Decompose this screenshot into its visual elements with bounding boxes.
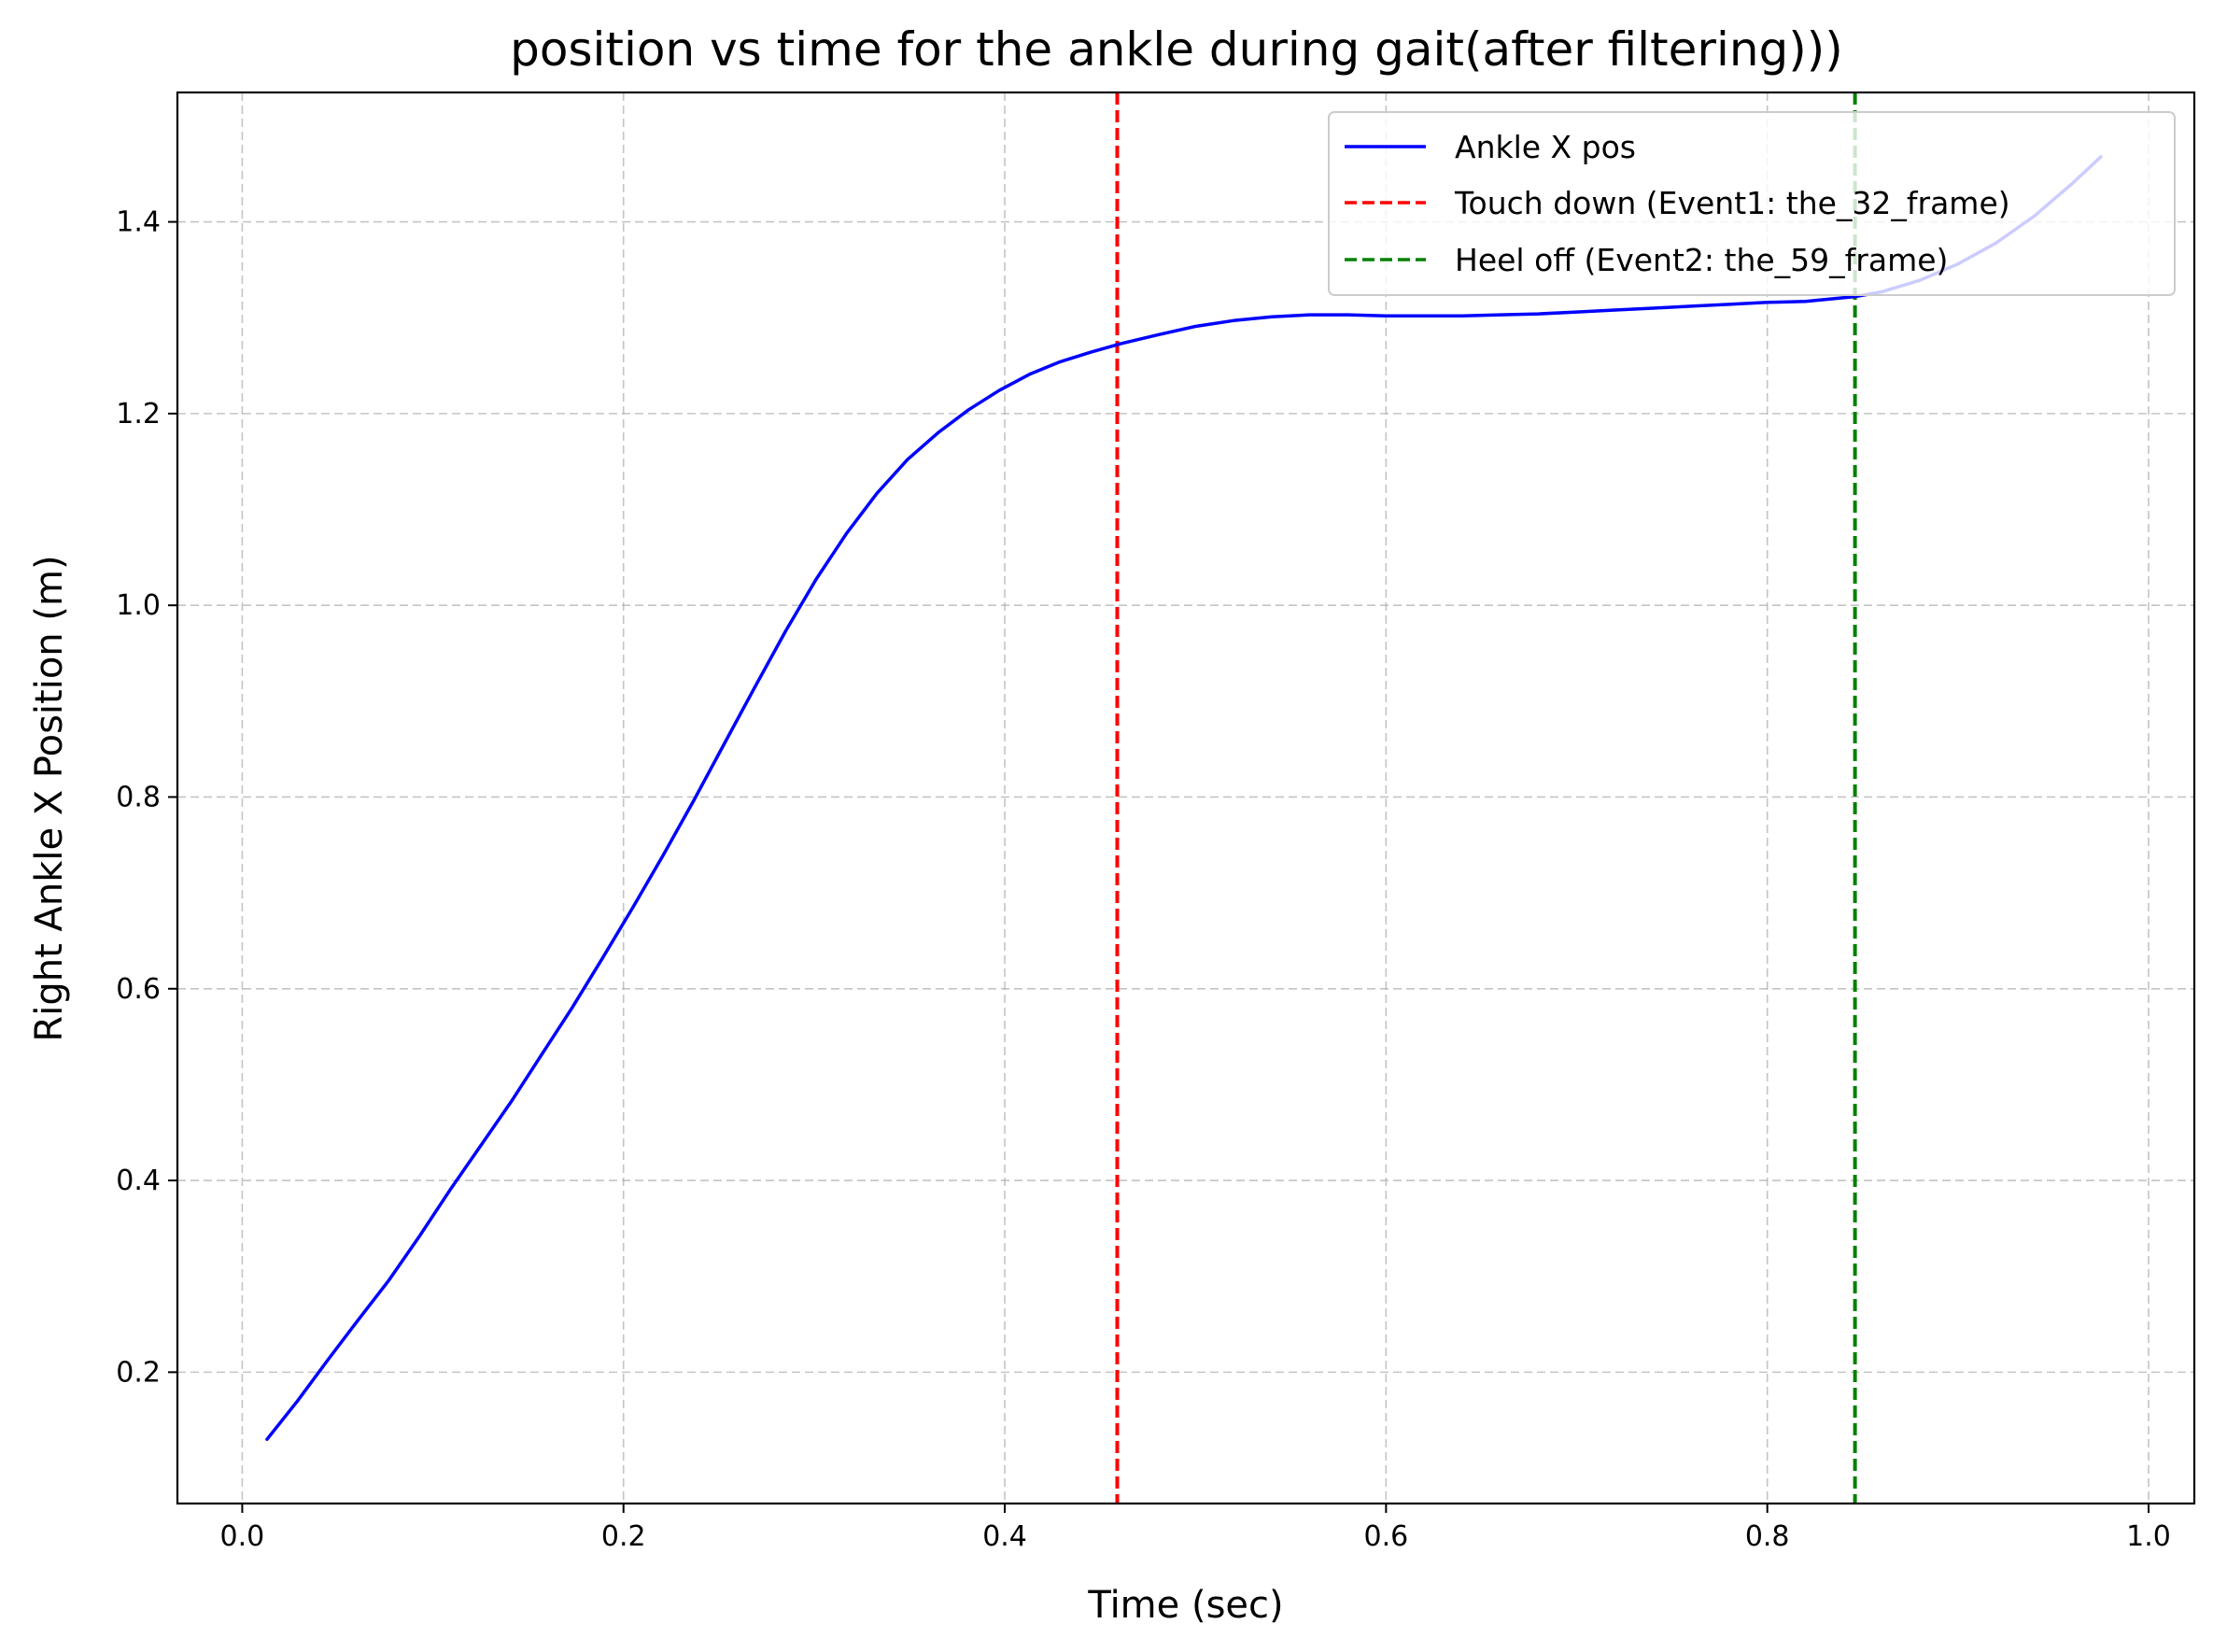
y-tick-label: 0.6 — [116, 973, 161, 1006]
y-tick-label: 1.0 — [116, 589, 161, 622]
x-tick-label: 0.4 — [982, 1520, 1027, 1553]
plot-area — [177, 92, 2194, 1504]
x-tick-label: 0.6 — [1364, 1520, 1409, 1553]
x-tick-label: 0.0 — [220, 1520, 265, 1553]
series-line — [265, 155, 2103, 1441]
event-lines — [1115, 92, 1857, 1504]
y-tick-label: 1.2 — [116, 398, 161, 431]
legend: Ankle X pos Touch down (Event1: the_32_f… — [1328, 111, 2176, 296]
y-tick-label: 0.8 — [116, 781, 161, 813]
legend-label-heel-off: Heel off (Event2: the_59_frame) — [1455, 242, 1948, 278]
y-tick-label: 0.2 — [116, 1356, 161, 1389]
y-tick-label: 0.4 — [116, 1165, 161, 1197]
x-tick-label: 0.2 — [601, 1520, 646, 1553]
x-tick-label: 1.0 — [2126, 1520, 2171, 1553]
legend-label-ankle: Ankle X pos — [1455, 129, 1636, 165]
axis-ticks: 0.0 0.2 0.4 0.6 0.8 1.0 0.2 0.4 0.6 0.8 1.0 1.2 1.4 — [116, 206, 2171, 1553]
legend-box — [1328, 111, 2176, 296]
chart-title: position vs time for the ankle during ga… — [510, 22, 1843, 77]
x-axis-title: Time (sec) — [1087, 1584, 1283, 1627]
y-tick-label: 1.4 — [116, 206, 161, 239]
x-tick-label: 0.8 — [1745, 1520, 1790, 1553]
legend-label-touch-down: Touch down (Event1: the_32_frame) — [1454, 185, 2010, 221]
grid — [177, 92, 2194, 1504]
y-axis-title: Right Ankle X Position (m) — [28, 555, 71, 1041]
plot-frame — [176, 91, 2196, 1505]
series — [265, 155, 2103, 1441]
